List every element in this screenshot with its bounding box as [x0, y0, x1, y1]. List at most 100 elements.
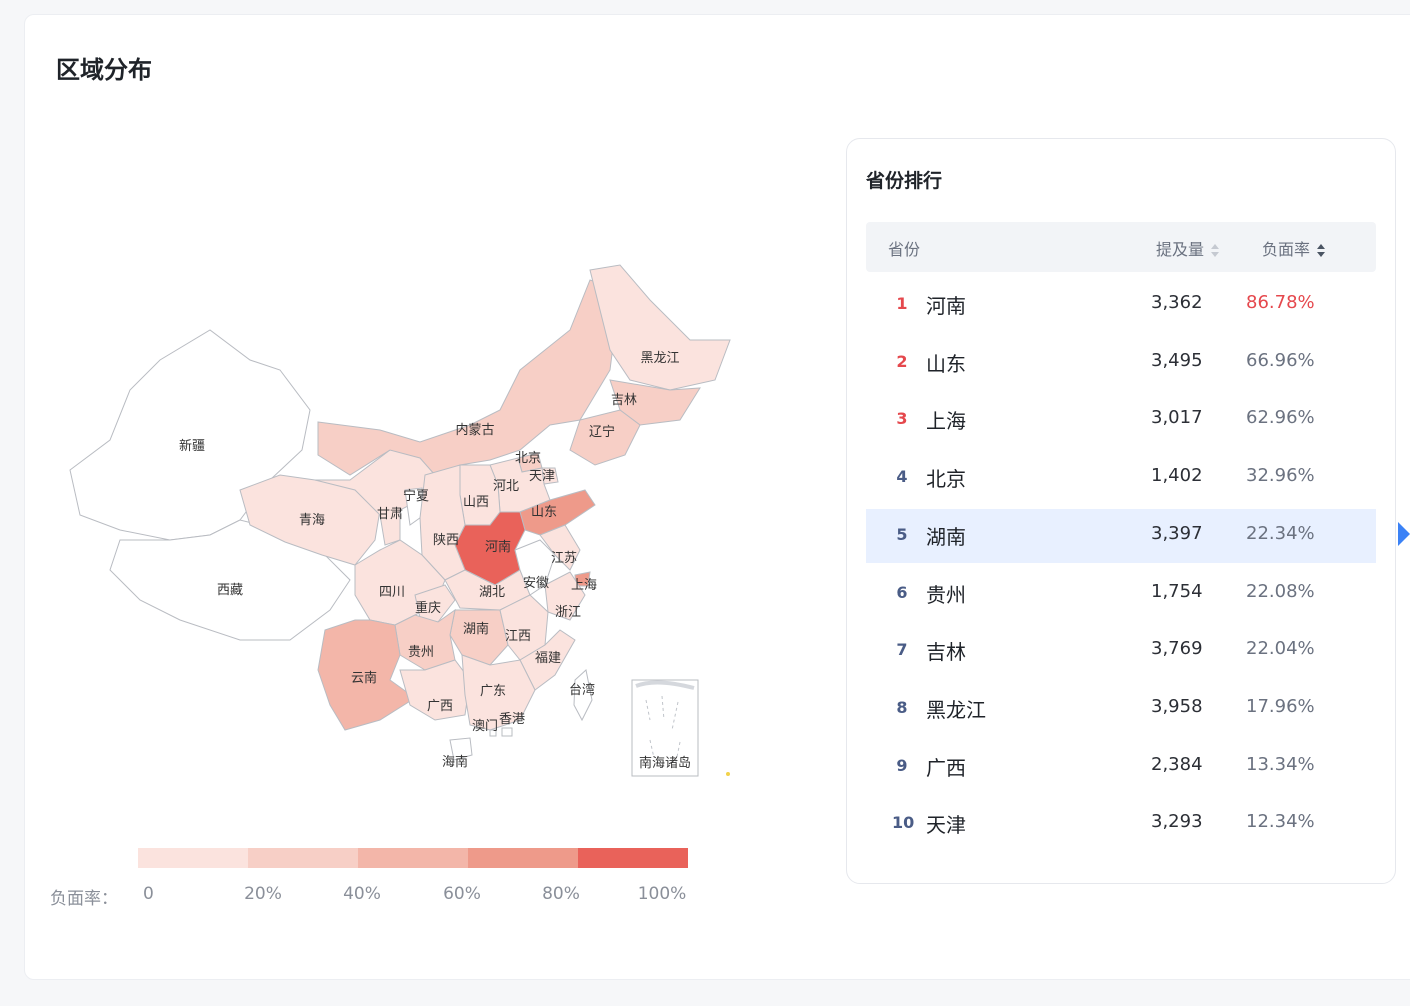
negative-rate: 62.96%	[1246, 407, 1315, 429]
province-region[interactable]	[519, 489, 596, 536]
rank-number: 6	[896, 582, 908, 602]
province-label: 海南	[442, 754, 468, 770]
legend-swatch	[248, 848, 358, 868]
province-region[interactable]	[589, 264, 731, 391]
rank-number: 1	[896, 294, 908, 313]
legend-tick-label: 0	[143, 884, 154, 904]
ranking-row[interactable]: 8 黑龙江 3,958 17.96%	[866, 682, 1376, 736]
province-region[interactable]	[414, 584, 456, 623]
legend-swatch	[138, 848, 248, 868]
column-header-province: 省份	[888, 240, 921, 259]
negative-rate: 22.04%	[1246, 638, 1315, 660]
province-region[interactable]	[109, 519, 351, 641]
province-label: 江西	[505, 629, 531, 644]
province-region[interactable]	[501, 727, 513, 737]
province-region[interactable]	[449, 737, 473, 761]
province-label: 台湾	[569, 682, 595, 698]
mention-count: 3,397	[1151, 522, 1203, 544]
column-header-negative-rate[interactable]: 负面率	[1262, 236, 1326, 260]
province-region[interactable]	[239, 474, 381, 566]
province-label: 黑龙江	[640, 351, 679, 366]
province-region[interactable]	[539, 524, 581, 571]
province-region[interactable]	[569, 409, 641, 466]
mention-count: 3,769	[1151, 638, 1203, 660]
sort-icon[interactable]	[1316, 243, 1326, 259]
mention-count: 3,362	[1151, 292, 1203, 313]
province-region[interactable]	[544, 571, 586, 621]
province-name: 湖南	[926, 524, 966, 549]
province-region[interactable]	[419, 464, 466, 581]
province-label: 重庆	[415, 600, 441, 616]
province-label: 山西	[463, 495, 489, 510]
province-label: 北京	[515, 451, 541, 466]
negative-rate: 86.78%	[1246, 292, 1315, 313]
province-label: 山东	[531, 505, 557, 520]
ranking-row[interactable]: 4 北京 1,402 32.96%	[866, 451, 1376, 505]
rank-number: 9	[896, 755, 908, 775]
mention-count: 1,754	[1151, 580, 1203, 602]
ranking-row[interactable]: 7 吉林 3,769 22.04%	[866, 624, 1376, 678]
china-map[interactable]: 新疆 西藏 青海 甘肃 宁夏 内蒙古 黑龙江 吉林 辽宁 北京 天津 河北 山西 山东 河南 陕西 四川 重庆 湖北…	[50, 250, 750, 790]
color-legend	[138, 848, 688, 868]
province-name: 吉林	[926, 640, 966, 665]
ranking-row[interactable]: 9 广西 2,384 13.34%	[866, 740, 1376, 794]
legend-tick-label: 40%	[343, 884, 381, 904]
ranking-row[interactable]: 1 河南 3,362 86.78%	[866, 278, 1376, 332]
mentions-header-label: 提及量	[1156, 240, 1205, 259]
province-label: 辽宁	[589, 424, 615, 440]
legend-tick-label: 80%	[542, 884, 580, 904]
province-name: 广西	[926, 755, 966, 780]
ranking-row[interactable]: 3 上海 3,017 62.96%	[866, 393, 1376, 447]
ranking-row[interactable]: 6 贵州 1,754 22.08%	[866, 567, 1376, 621]
sort-icon[interactable]	[1210, 243, 1220, 259]
province-name: 天津	[926, 813, 966, 838]
province-region[interactable]	[461, 654, 536, 731]
ranking-row[interactable]: 2 山东 3,495 66.96%	[866, 336, 1376, 390]
legend-swatch	[358, 848, 468, 868]
rank-number: 4	[896, 467, 908, 487]
mention-count: 3,958	[1151, 695, 1203, 717]
rank-number: 7	[896, 640, 908, 660]
column-header-mentions[interactable]: 提及量	[1156, 236, 1220, 260]
province-label: 甘肃	[377, 507, 403, 522]
province-label: 青海	[299, 513, 325, 528]
legend-label: 负面率：	[50, 889, 118, 909]
rate-header-label: 负面率	[1262, 240, 1311, 259]
province-region[interactable]	[573, 669, 593, 722]
province-label: 西藏	[217, 583, 243, 598]
province-label: 广东	[480, 684, 506, 699]
legend-tick-label: 20%	[244, 884, 282, 904]
negative-rate: 32.96%	[1246, 465, 1315, 487]
mention-count: 3,293	[1151, 811, 1203, 833]
negative-rate: 22.08%	[1246, 580, 1315, 602]
province-label: 河南	[485, 539, 511, 555]
province-name: 上海	[926, 409, 966, 434]
province-label: 福建	[535, 651, 561, 666]
province-label: 云南	[351, 670, 377, 686]
province-label: 贵州	[408, 645, 434, 660]
rank-number: 3	[896, 409, 908, 429]
province-name: 山东	[926, 351, 966, 376]
province-label: 湖北	[479, 585, 505, 600]
province-region[interactable]	[449, 609, 509, 666]
rank-number: 2	[896, 351, 908, 371]
ranking-row[interactable]: 5 湖南 3,397 22.34%	[866, 508, 1376, 563]
province-label: 香港	[499, 712, 525, 727]
negative-rate: 17.96%	[1246, 695, 1315, 717]
province-region[interactable]	[489, 729, 497, 737]
ranking-table-header: 省份 提及量 负面率	[866, 222, 1376, 272]
province-name: 北京	[926, 467, 966, 492]
province-region[interactable]	[394, 608, 456, 671]
inset-label: 南海诸岛	[639, 755, 691, 771]
province-label: 新疆	[179, 438, 205, 454]
province-region[interactable]	[317, 619, 416, 731]
province-label: 广西	[427, 699, 453, 714]
rank-number: 8	[896, 697, 908, 717]
ranking-row[interactable]: 10 天津 3,293 12.34%	[866, 797, 1376, 851]
province-label: 河北	[493, 479, 519, 494]
province-label: 湖南	[463, 621, 489, 637]
south-china-sea-inset: 南海诸岛	[631, 679, 699, 777]
province-label: 上海	[571, 578, 597, 593]
province-label: 澳门	[472, 718, 498, 734]
